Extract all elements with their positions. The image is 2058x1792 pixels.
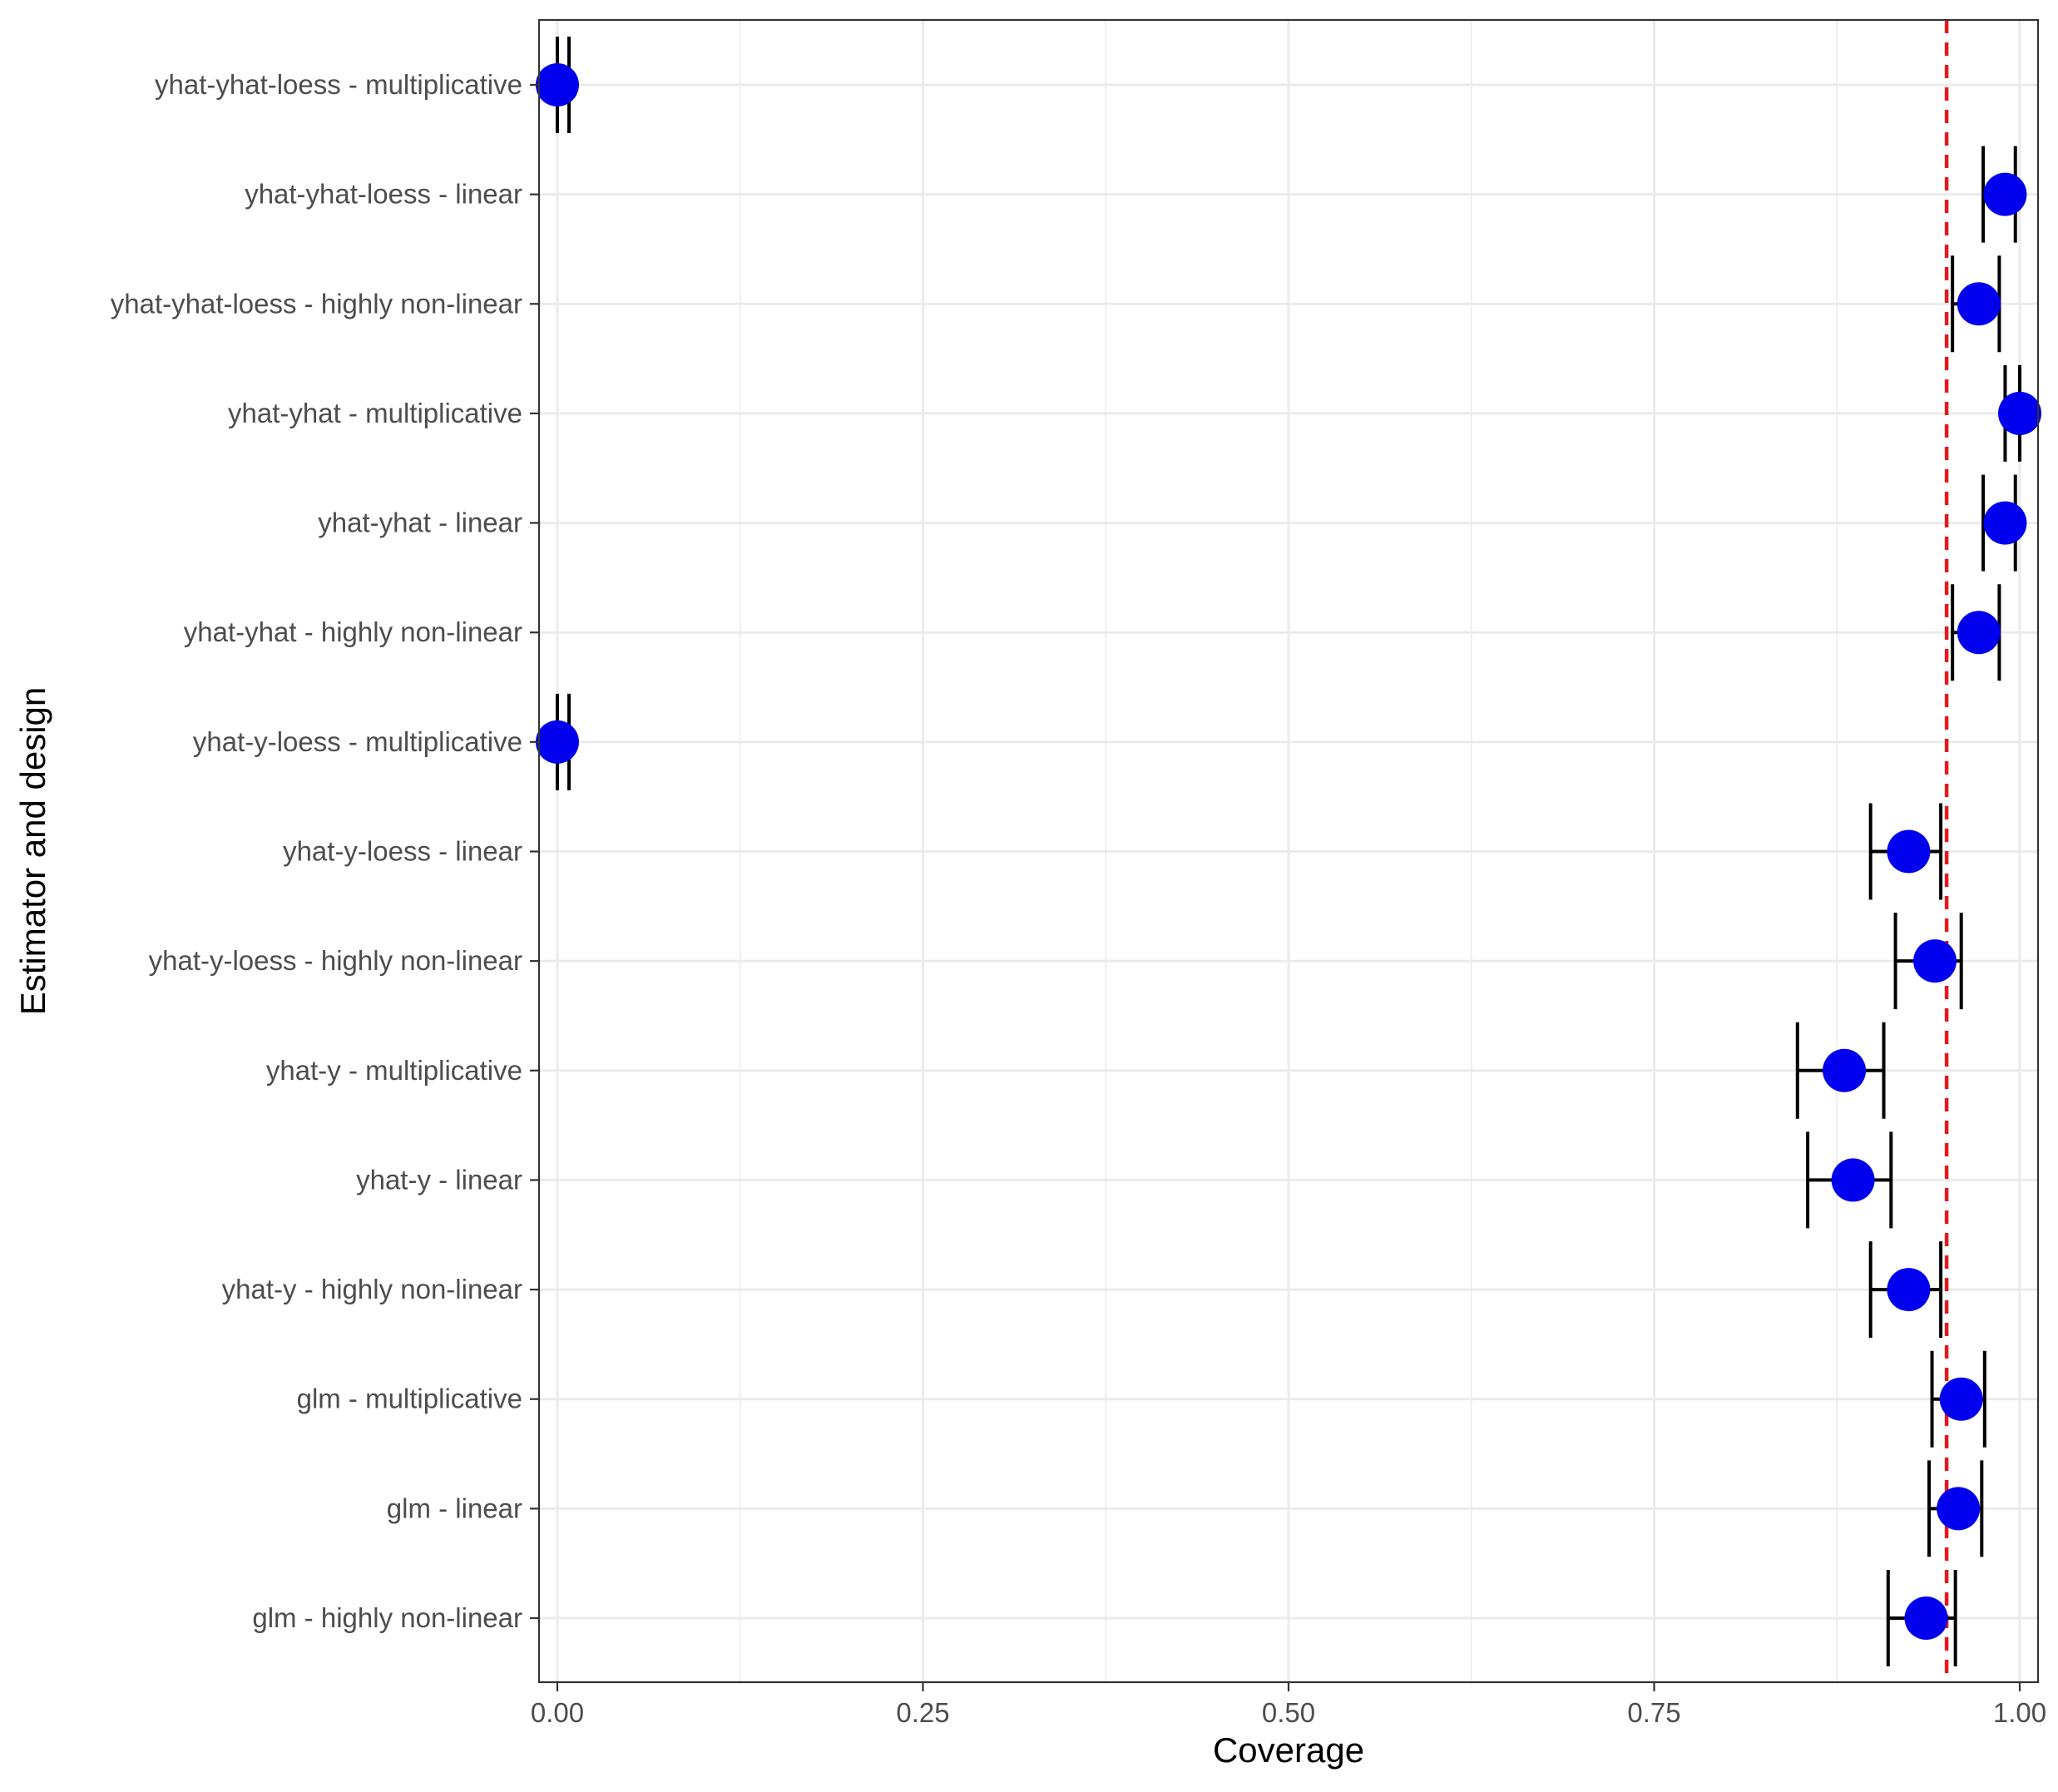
data-points — [535, 63, 2042, 1640]
y-tick-label: yhat-y-loess - multiplicative — [193, 726, 522, 757]
y-tick-label: yhat-yhat - highly non-linear — [184, 616, 522, 647]
data-point — [1998, 391, 2042, 435]
error-bars — [555, 37, 2022, 1666]
grid-lines — [539, 20, 2038, 1682]
y-tick-label: glm - highly non-linear — [252, 1602, 522, 1633]
x-axis: 0.00 0.25 0.50 0.75 1.00 — [531, 1682, 2046, 1728]
data-point — [1939, 1377, 1983, 1421]
x-tick-label: 0.00 — [531, 1697, 584, 1728]
data-point — [1904, 1596, 1948, 1640]
x-tick-label: 0.50 — [1262, 1697, 1315, 1728]
y-tick-label: yhat-y-loess - highly non-linear — [149, 945, 522, 976]
y-tick-label: yhat-yhat - linear — [318, 507, 522, 538]
data-point — [1983, 501, 2027, 545]
x-axis-title: Coverage — [1213, 1730, 1364, 1770]
data-point — [1887, 1268, 1931, 1312]
y-tick-label: yhat-yhat-loess - linear — [245, 179, 522, 210]
data-point — [1983, 172, 2027, 216]
y-axis-title: Estimator and design — [13, 687, 52, 1016]
y-axis: yhat-yhat-loess - multiplicative yhat-yha… — [111, 69, 539, 1633]
data-point — [1957, 282, 2001, 326]
data-point — [535, 63, 579, 106]
data-point — [1887, 829, 1931, 874]
x-tick-label: 1.00 — [1993, 1697, 2046, 1728]
y-tick-label: yhat-yhat-loess - multiplicative — [155, 69, 522, 100]
data-point — [1913, 939, 1957, 983]
data-point — [535, 720, 579, 764]
data-point — [1937, 1487, 1981, 1531]
y-tick-label: yhat-y-loess - linear — [283, 836, 522, 867]
y-tick-label: yhat-y - multiplicative — [266, 1055, 522, 1086]
y-tick-label: yhat-yhat - multiplicative — [228, 398, 522, 428]
y-tick-label: yhat-yhat-loess - highly non-linear — [111, 288, 522, 319]
data-point — [1823, 1048, 1867, 1092]
y-tick-label: glm - linear — [387, 1493, 522, 1523]
y-tick-label: glm - multiplicative — [297, 1384, 522, 1414]
x-tick-label: 0.25 — [896, 1697, 949, 1728]
y-tick-label: yhat-y - linear — [356, 1164, 522, 1195]
x-tick-label: 0.75 — [1627, 1697, 1680, 1728]
data-point — [1957, 611, 2001, 655]
data-point — [1831, 1158, 1875, 1202]
y-tick-label: yhat-y - highly non-linear — [222, 1274, 522, 1304]
